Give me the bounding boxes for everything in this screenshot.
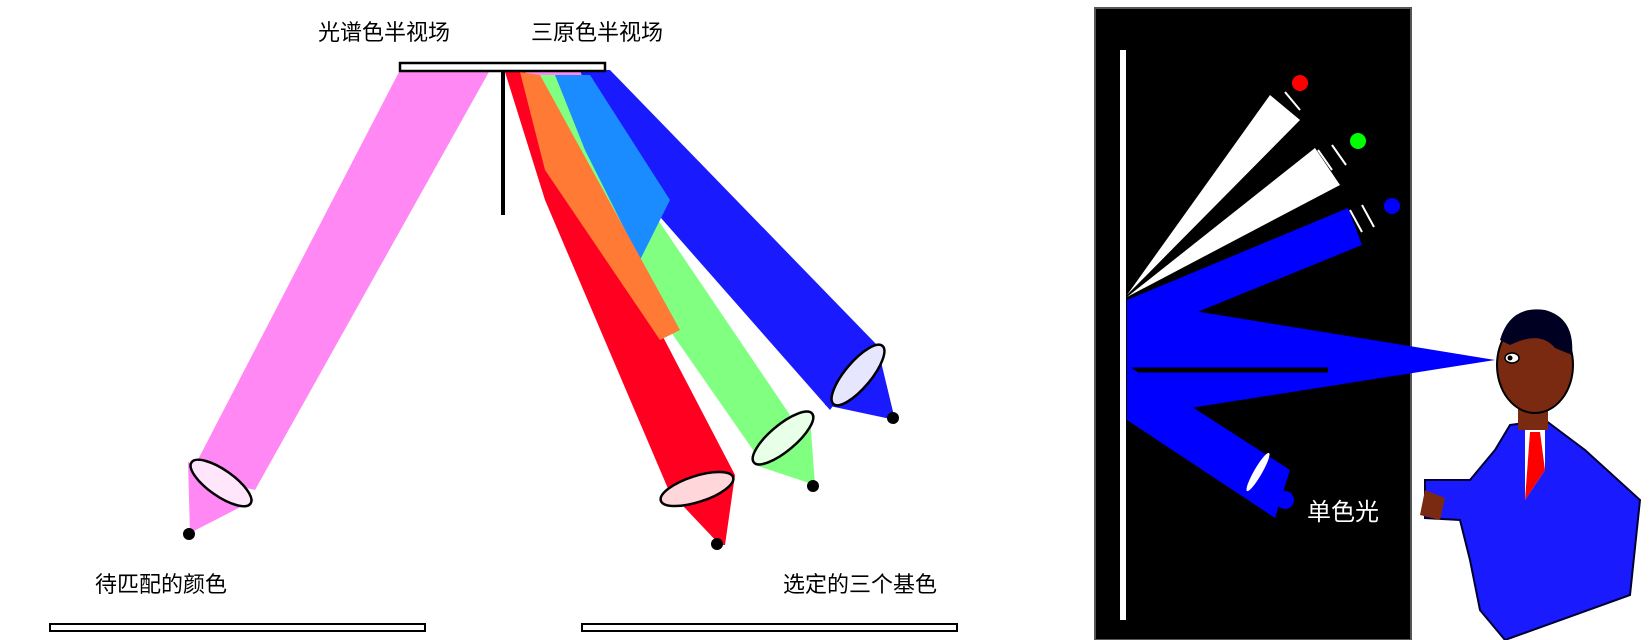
blue-lamp-beam (1127, 208, 1362, 315)
left-base-plate (49, 623, 426, 632)
red-lamp-bulb (1292, 75, 1308, 91)
red-lamp-beam (1127, 95, 1300, 295)
observer-figure (1420, 309, 1642, 640)
test-source-dot (183, 528, 195, 540)
photometer-field-plate (398, 61, 607, 73)
observer-sight-beam (1127, 300, 1495, 418)
observer-scene: 单色光 (1094, 7, 1495, 640)
color-matching-setup: 光谱色半视场 三原色半视场 待匹配的颜色 (49, 21, 958, 632)
blue-lamp (1349, 198, 1400, 233)
green-lamp (1317, 133, 1366, 171)
red-source-dot (711, 538, 723, 550)
monochromatic-lamp-lens (1246, 452, 1270, 492)
blue-source-dot (887, 412, 899, 424)
color-to-match-label: 待匹配的颜色 (95, 573, 227, 598)
observer-hand (1420, 490, 1445, 520)
blue-lens (830, 343, 886, 407)
red-lens (659, 470, 735, 508)
red-lamp (1269, 75, 1308, 117)
green-source-dot (807, 480, 819, 492)
right-base-plate (581, 623, 958, 632)
red-green-overlap (520, 72, 680, 340)
observer-tie (1525, 432, 1545, 500)
observer-hair (1500, 309, 1573, 355)
primary-half-field-label: 三原色半视场 (531, 21, 663, 46)
monochromatic-light-label: 单色光 (1307, 498, 1379, 526)
observer-pupil (1507, 355, 1513, 361)
monochromatic-lamp-bulb (1276, 491, 1294, 509)
observer-suit (1424, 418, 1642, 640)
green-lamp-beam (1127, 148, 1340, 297)
monochromatic-beam (1127, 365, 1290, 518)
test-color-beam (190, 70, 490, 490)
white-screen (1120, 50, 1126, 620)
selected-primaries-label: 选定的三个基色 (783, 573, 937, 598)
green-blue-overlap (555, 75, 670, 260)
spectral-half-field-label: 光谱色半视场 (318, 21, 450, 46)
blue-primary-beam (580, 70, 877, 410)
blue-lamp-bulb (1384, 198, 1400, 214)
green-lens (751, 410, 815, 466)
green-lamp-bulb (1350, 133, 1366, 149)
test-lens (189, 458, 253, 508)
